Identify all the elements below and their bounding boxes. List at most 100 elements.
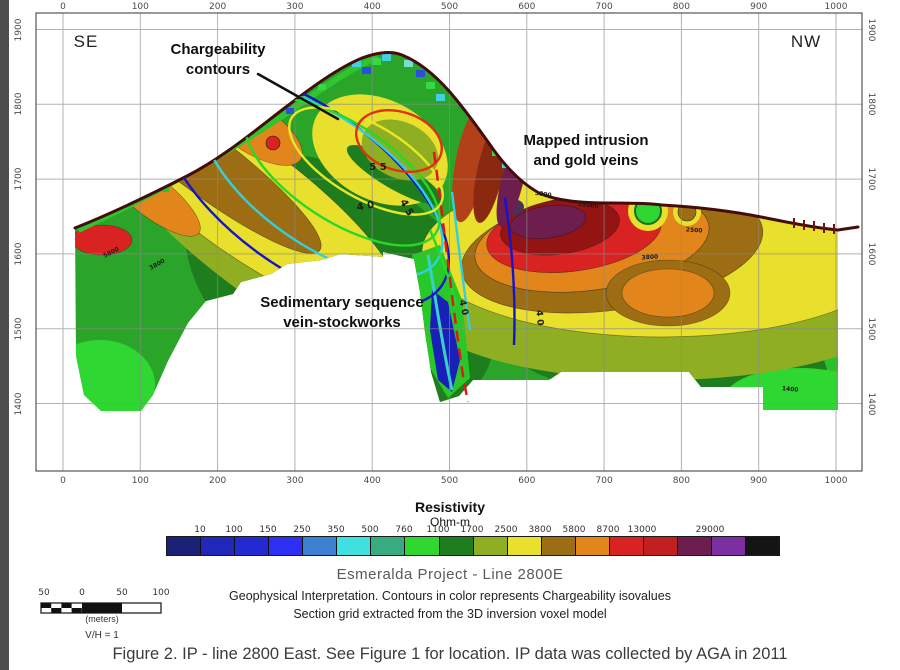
colorbar-segment: [609, 537, 644, 555]
x-axis-bottom-tick-label: 100: [131, 476, 149, 486]
contour-value-label: 3800: [641, 253, 658, 261]
x-axis-top-tick-label: 800: [672, 2, 690, 12]
contour-value-label: 5800: [534, 190, 552, 199]
chargeability-contour-yellow: [288, 106, 444, 216]
colorbar-tick-label: 8700: [596, 525, 620, 535]
colorbar-tick-label: 29000: [695, 525, 725, 535]
colorbar-segment: [575, 537, 610, 555]
annotation-arrow: [256, 72, 340, 121]
contour-value-label: 4 0: [456, 299, 469, 316]
y-axis-right-tick-label: 1700: [866, 167, 876, 191]
colorbar-segment: [473, 537, 508, 555]
colorbar-tick-label: 2500: [494, 525, 518, 535]
x-axis-top-tick-label: 300: [286, 2, 304, 12]
scalebar-labels: 50 0 50 100: [38, 588, 170, 600]
y-axis-left-tick-label: 1800: [14, 92, 24, 116]
x-axis-bottom-tick-label: 300: [286, 476, 304, 486]
chargeability-contour-red: [355, 109, 443, 173]
y-axis-left-tick-label: 1600: [14, 242, 24, 266]
x-axis-bottom-tick-label: 600: [518, 476, 536, 486]
y-axis-right-tick-label: 1600: [866, 242, 876, 266]
x-axis-top-tick-label: 200: [209, 2, 227, 12]
chargeability-contours: [159, 68, 516, 346]
surface-hatch-ticks: [793, 218, 835, 234]
colorbar-tick-label: 350: [327, 525, 345, 535]
section-body: [75, 52, 838, 411]
x-axis-bottom-tick-label: 400: [363, 476, 381, 486]
y-axis-left-tick-label: 1700: [14, 167, 24, 191]
colorbar-tick-label: 100: [225, 525, 243, 535]
colorbar-tick-label: 3800: [528, 525, 552, 535]
colorbar-labels: 10 100 150 250 350 500 760 1100 1700 2500 3800 5800…: [166, 525, 778, 537]
x-axis-bottom-tick-label: 700: [595, 476, 613, 486]
colorbar-segment: [167, 537, 202, 555]
x-axis-top-tick-label: 400: [363, 2, 381, 12]
contour-value-label: 1400: [782, 385, 799, 393]
figure-title: Esmeralda Project - Line 2800E: [336, 566, 564, 583]
annotation-mapped-intrusion: Mapped intrusion and gold veins: [523, 132, 649, 169]
y-axis-left-tick-label: 1400: [14, 392, 24, 415]
title-block: Esmeralda Project - Line 2800E Geophysic…: [0, 566, 900, 625]
colorbar-segment: [643, 537, 678, 555]
colorbar-tick-label: 5800: [562, 525, 586, 535]
scalebar-tick-label: 50: [38, 588, 50, 598]
contour-value-label: 4 0: [356, 200, 375, 214]
colorbar-segment: [746, 537, 780, 555]
section-svg: 5 54 04 54 04 05800130002500380014005800…: [35, 12, 863, 472]
x-axis-top-tick-label: 700: [595, 2, 613, 12]
x-axis-top-tick-label: 1000: [824, 2, 848, 12]
scalebar-units: (meters): [85, 614, 119, 624]
corner-label-nw: NW: [790, 32, 822, 51]
scalebar-block: 50 0 50 100 (meters) V/H = 1: [38, 588, 178, 648]
x-axis-bottom-tick-label: 0: [60, 476, 66, 486]
y-axis-right-tick-label: 1500: [866, 317, 876, 341]
colorbar-segment: [201, 537, 236, 555]
y-axis-right-tick-label: 1800: [866, 92, 876, 116]
colorbar-tick-label: 13000: [627, 525, 657, 535]
left-edge-strip: [0, 0, 9, 670]
x-axis-bottom-tick-label: 900: [750, 476, 768, 486]
plot-frame: [35, 12, 863, 472]
colorbar-segment: [303, 537, 338, 555]
y-axis-right-tick-label: 1900: [866, 18, 876, 41]
x-axis-bottom-tick-label: 500: [440, 476, 459, 486]
figure-subtitle-1: Geophysical Interpretation. Contours in …: [229, 589, 671, 603]
scalebar-bar: [40, 602, 162, 614]
x-axis-top-tick-label: 100: [131, 2, 149, 12]
x-axis-top-tick-label: 600: [518, 2, 536, 12]
colorbar-segment: [269, 537, 304, 555]
colorbar-tick-label: 1700: [460, 525, 484, 535]
corner-label-se: SE: [73, 32, 99, 51]
colorbar-segment: [507, 537, 542, 555]
colorbar-block: Resistivity Ohm-m 10 100 150 250 350 500 760 11…: [0, 497, 900, 561]
colorbar-segments: [166, 536, 780, 556]
colorbar-segment: [371, 537, 406, 555]
figure-caption: Figure 2. IP - line 2800 East. See Figur…: [112, 645, 788, 663]
x-axis-top-tick-label: 900: [750, 2, 768, 12]
colorbar-segment: [337, 537, 372, 555]
x-axis-bottom-tick-label: 1000: [824, 476, 848, 486]
scalebar-tick-label: 100: [152, 588, 170, 598]
scalebar-vh-ratio: V/H = 1: [85, 630, 119, 641]
y-axis-left-tick-label: 1500: [14, 317, 24, 341]
figure-subtitle-2: Section grid extracted from the 3D inver…: [293, 607, 607, 621]
grid-lines: [36, 13, 862, 471]
x-axis-bottom-tick-label: 800: [672, 476, 690, 486]
colorbar-tick-label: 250: [293, 525, 311, 535]
y-axis-right-tick-label: 1400: [866, 392, 876, 415]
scalebar-tick-label: 50: [116, 588, 128, 598]
contour-value-label: 4 0: [533, 310, 544, 326]
topography-line: [73, 51, 860, 232]
colorbar-segment: [235, 537, 270, 555]
x-axis-bottom-tick-label: 200: [209, 476, 227, 486]
contour-value-label: 2500: [686, 226, 703, 234]
colorbar-units: Ohm-m: [430, 515, 470, 529]
colorbar-tick-label: 10: [194, 525, 206, 535]
x-axis-top-tick-label: 500: [440, 2, 459, 12]
colorbar-segment: [405, 537, 440, 555]
colorbar-tick-label: 760: [395, 525, 413, 535]
colorbar-segment: [439, 537, 474, 555]
colorbar-title: Resistivity: [414, 499, 486, 515]
